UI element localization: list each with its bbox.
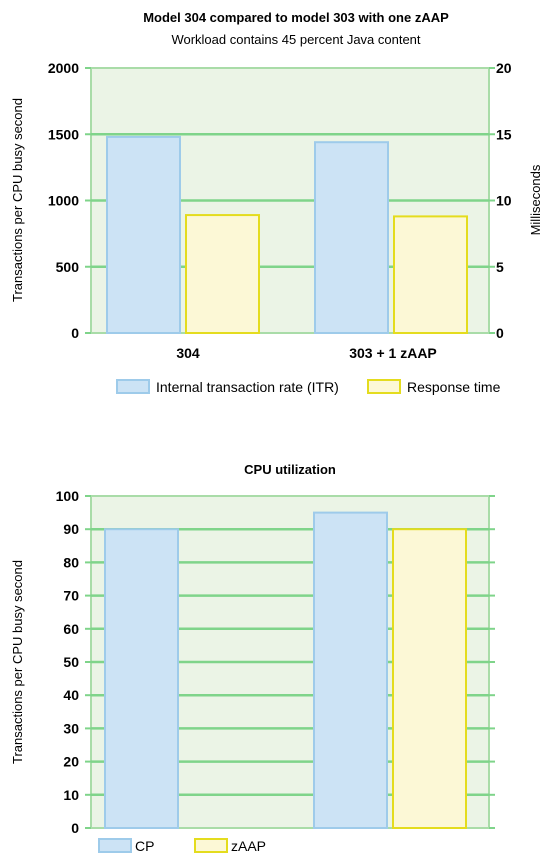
chart1-y2-tick-label: 20 <box>496 60 512 76</box>
chart1-category-label-0: 304 <box>176 345 200 361</box>
chart2-y-tick-label: 50 <box>63 654 79 670</box>
chart2-y-axis-label: Transactions per CPU busy second <box>10 560 25 764</box>
chart1-legend: Internal transaction rate (ITR) Response… <box>116 379 501 395</box>
bar-response-time-0 <box>185 214 260 334</box>
chart2-y-tick-label: 20 <box>63 754 79 770</box>
legend-itr-label: Internal transaction rate (ITR) <box>156 379 339 395</box>
bar-itr-1 <box>314 141 389 334</box>
chart-cpu-utilization: CPU utilization 0 10 20 30 40 50 60 70 80 90 100 T… <box>10 462 495 854</box>
chart1-bars <box>106 135 468 334</box>
chart2-y-tick-label: 60 <box>63 621 79 637</box>
legend-cp-label: CP <box>135 838 154 854</box>
chart2-bars <box>104 511 467 829</box>
chart2-y-tick-label: 90 <box>63 521 79 537</box>
bar-cp-0 <box>104 528 179 829</box>
chart1-y-axis: 0 500 1000 1500 2000 <box>48 60 91 341</box>
chart1-title: Model 304 compared to model 303 with one… <box>143 10 449 25</box>
chart2-title: CPU utilization <box>244 462 336 477</box>
bar-cp-1 <box>313 511 388 829</box>
chart2-y-tick-label: 70 <box>63 588 79 604</box>
chart2-y-tick-label: 40 <box>63 687 79 703</box>
legend-cp-swatch <box>98 838 132 853</box>
chart1-category-label-1: 303 + 1 zAAP <box>349 345 437 361</box>
chart2-y-tick-label: 80 <box>63 554 79 570</box>
chart1-y-tick-label: 0 <box>71 325 79 341</box>
chart2-y-tick-label: 0 <box>71 820 79 836</box>
chart1-y-axis-label: Transactions per CPU busy second <box>10 98 25 302</box>
chart1-y2-axis-label: Milliseconds <box>528 164 543 235</box>
chart1-y2-tick-label: 0 <box>496 325 504 341</box>
chart-itr-response: Model 304 compared to model 303 with one… <box>10 10 543 395</box>
legend-itr-swatch <box>116 379 150 394</box>
bar-response-time-1 <box>393 215 468 334</box>
chart2-legend: CP zAAP <box>98 838 266 854</box>
bar-zaap-1 <box>392 528 467 829</box>
chart1-y-tick-label: 1000 <box>48 193 79 209</box>
chart2-y-tick-label: 30 <box>63 720 79 736</box>
legend-zaap-label: zAAP <box>231 838 266 854</box>
chart1-y2-tick-label: 15 <box>496 126 512 142</box>
legend-zaap-swatch <box>194 838 228 853</box>
chart1-y-tick-label: 500 <box>56 259 80 275</box>
chart2-y-tick-label: 100 <box>56 488 80 504</box>
chart1-y-tick-label: 1500 <box>48 126 79 142</box>
legend-response-time-label: Response time <box>407 379 501 395</box>
chart2-y-tick-label: 10 <box>63 787 79 803</box>
chart1-y2-tick-label: 5 <box>496 259 504 275</box>
chart1-y2-axis: 0 5 10 15 20 <box>489 60 512 341</box>
chart1-subtitle: Workload contains 45 percent Java conten… <box>171 32 420 47</box>
chart2-y-axis: 0 10 20 30 40 50 60 70 80 90 100 <box>56 488 495 836</box>
legend-response-time-swatch <box>367 379 401 394</box>
bar-itr-0 <box>106 135 181 334</box>
chart1-y-tick-label: 2000 <box>48 60 79 76</box>
chart1-y2-tick-label: 10 <box>496 193 512 209</box>
